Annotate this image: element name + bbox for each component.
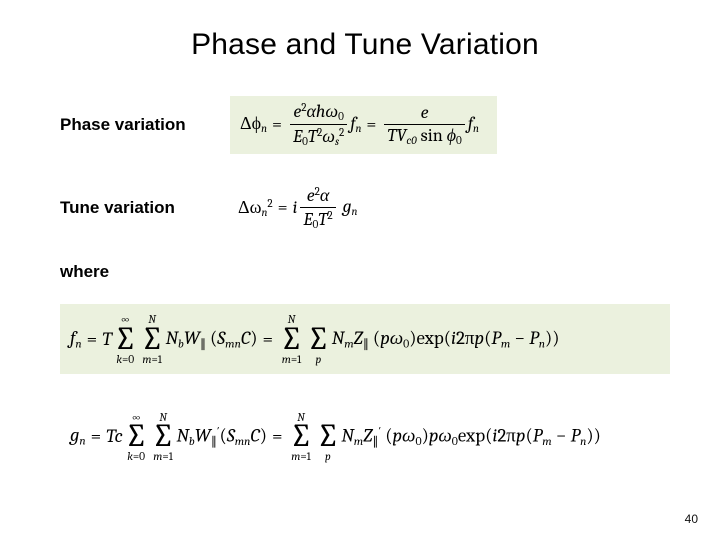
summation: ∑ p	[316, 412, 339, 462]
equals-sign: =	[278, 199, 288, 217]
summation: N ∑ m=1	[290, 412, 313, 462]
tune-row: Tune variation Δωn2 = i e2α E0T2 gn	[60, 182, 670, 235]
eq-text: T	[102, 330, 112, 349]
summation: N ∑ m=1	[152, 412, 175, 462]
equals-sign: =	[366, 116, 376, 134]
slide: Phase and Tune Variation Phase variation…	[0, 0, 720, 540]
where-label: where	[60, 262, 670, 282]
eq-text: Tc	[106, 427, 123, 446]
denominator: E0T2ωs2	[290, 124, 347, 147]
equals-sign: =	[272, 427, 283, 446]
phase-row: Phase variation Δϕn = e2αhω0 E0T2ωs2 fn …	[60, 96, 670, 154]
summation: ∞ ∑ k=0	[114, 314, 137, 364]
numerator: e2α	[304, 186, 333, 207]
fraction: e TVc0 sin ϕ0	[384, 104, 464, 146]
fraction: e2α E0T2	[300, 186, 335, 231]
equals-sign: =	[91, 427, 102, 446]
tune-equation: Δωn2 = i e2α E0T2 gn	[230, 182, 365, 235]
equals-sign: =	[263, 330, 274, 349]
eq-text: i	[293, 199, 298, 217]
tune-label: Tune variation	[60, 198, 230, 218]
eq-text: Δϕn	[240, 115, 267, 134]
eq-text: NmZ∥ (pω0)exp(i2πp(Pm − Pn))	[332, 329, 560, 350]
eq-text: fn	[70, 329, 82, 350]
eq-text: gn	[339, 198, 358, 217]
denominator: E0T2	[300, 207, 335, 230]
page-number: 40	[685, 512, 698, 526]
summation: ∑ p	[307, 314, 330, 364]
summation: ∞ ∑ k=0	[125, 412, 148, 462]
summation: N ∑ m=1	[280, 314, 303, 364]
phase-equation: Δϕn = e2αhω0 E0T2ωs2 fn = e TVc0 sin ϕ0 …	[230, 96, 497, 154]
eq-text: Δωn2	[238, 198, 273, 218]
eq-text: NmZ∥′ (pω0)pω0exp(i2πp(Pm − Pn))	[341, 426, 601, 448]
page-title: Phase and Tune Variation	[60, 28, 670, 62]
numerator: e	[418, 104, 432, 124]
phase-label: Phase variation	[60, 115, 230, 135]
eq-text: fn	[350, 115, 361, 134]
eq-text: NbW∥ (SmnC)	[166, 329, 258, 350]
summation: N ∑ m=1	[141, 314, 164, 364]
numerator: e2αhω0	[290, 102, 347, 124]
eq-text: gn	[70, 426, 86, 447]
equals-sign: =	[272, 116, 282, 134]
fn-equation: fn = T ∞ ∑ k=0 N ∑ m=1 NbW∥ (SmnC) = N ∑…	[60, 304, 670, 374]
fraction: e2αhω0 E0T2ωs2	[290, 102, 347, 148]
equals-sign: =	[87, 330, 98, 349]
denominator: TVc0 sin ϕ0	[384, 124, 464, 146]
eq-text: NbW∥′(SmnC)	[176, 426, 267, 448]
gn-equation: gn = Tc ∞ ∑ k=0 N ∑ m=1 NbW∥′(SmnC) = N …	[60, 402, 670, 472]
eq-text: fn	[468, 115, 479, 134]
